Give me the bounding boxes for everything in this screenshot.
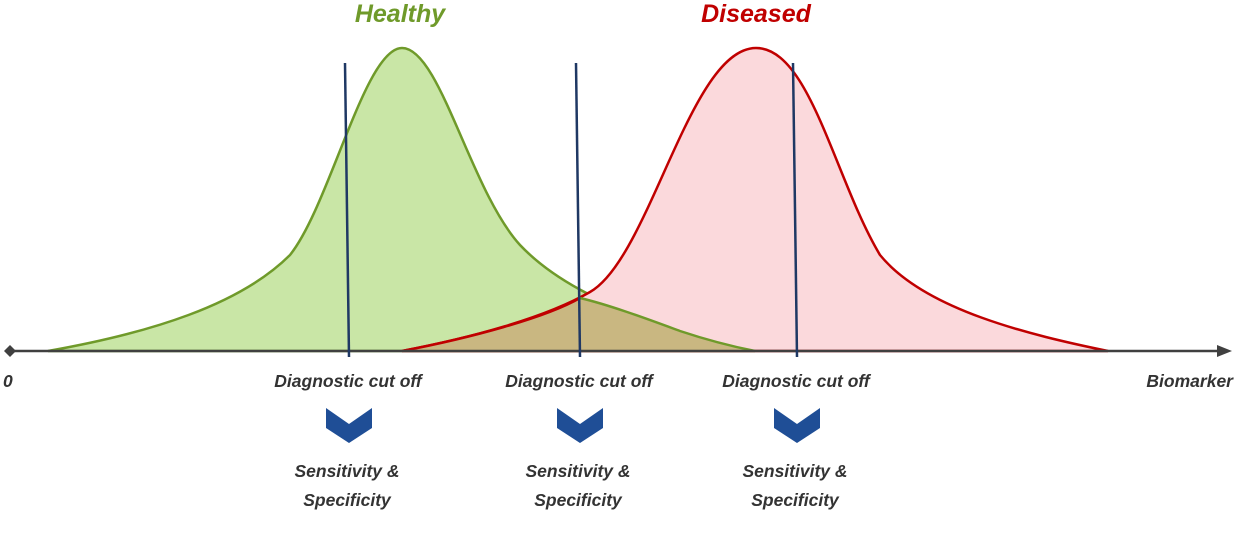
chevron-down-icon	[774, 408, 820, 443]
cutoff-label-3: Diagnostic cut off	[722, 371, 872, 391]
result-line2-1: Specificity	[303, 490, 392, 510]
axis-end-label: Biomarker	[1146, 371, 1234, 391]
chevron-down-icon	[557, 408, 603, 443]
result-line1-1: Sensitivity &	[294, 461, 399, 481]
cutoff-label-2: Diagnostic cut off	[505, 371, 655, 391]
cutoff-line-1	[343, 62, 351, 358]
cutoff-label-1: Diagnostic cut off	[274, 371, 424, 391]
x-axis-arrowhead	[1217, 345, 1232, 357]
diseased-label: Diseased	[701, 0, 812, 28]
cutoff-line-3	[791, 62, 799, 358]
result-line1-3: Sensitivity &	[742, 461, 847, 481]
chevron-down-icon	[326, 408, 372, 443]
cutoff-line-2	[574, 62, 582, 358]
x-axis-origin-diamond	[4, 345, 16, 357]
result-line1-2: Sensitivity &	[525, 461, 630, 481]
axis-origin-label: 0	[3, 371, 13, 391]
diseased-curve-outline	[401, 296, 581, 353]
healthy-label: Healthy	[355, 0, 446, 28]
result-line2-3: Specificity	[751, 490, 840, 510]
result-line2-2: Specificity	[534, 490, 623, 510]
healthy-curve-outline	[579, 296, 756, 353]
